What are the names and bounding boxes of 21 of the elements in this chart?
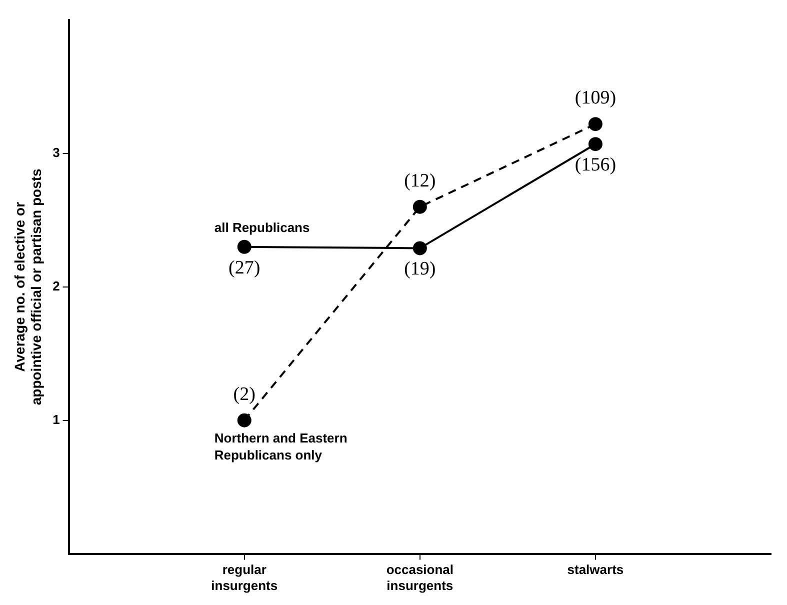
- y-tick-label: 2: [52, 278, 60, 294]
- series-label: Northern and Eastern Republicans only: [214, 430, 348, 462]
- point: [588, 117, 602, 132]
- annotation: (27): [228, 257, 260, 278]
- point: [588, 137, 602, 152]
- x-tick-label: regular insurgents: [211, 562, 278, 593]
- point: [412, 200, 427, 214]
- x-tick-label: stalwarts: [567, 562, 624, 578]
- x-tick-label: occasional insurgents: [386, 562, 454, 593]
- annotation: (109): [574, 88, 616, 109]
- point: [237, 240, 252, 254]
- y-tick-label: 3: [52, 145, 60, 160]
- y-axis-title: Average no. of elective or appointive official or partisan posts: [11, 168, 44, 406]
- y-tick-label: 1: [52, 412, 60, 427]
- annotation: (2): [233, 384, 256, 405]
- annotation: (156): [574, 154, 616, 176]
- annotation: (12): [404, 170, 436, 192]
- point: [237, 413, 252, 428]
- annotation: (19): [404, 258, 436, 280]
- series-label: all Republicans: [214, 220, 310, 235]
- point: [412, 241, 427, 256]
